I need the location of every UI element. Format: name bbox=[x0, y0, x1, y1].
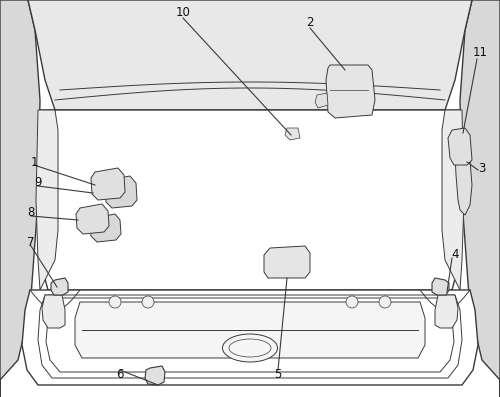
Polygon shape bbox=[38, 110, 462, 290]
Polygon shape bbox=[448, 128, 472, 165]
Polygon shape bbox=[75, 302, 425, 358]
Polygon shape bbox=[315, 93, 328, 108]
Text: 8: 8 bbox=[28, 206, 34, 218]
Polygon shape bbox=[51, 278, 68, 295]
Polygon shape bbox=[264, 246, 310, 278]
Circle shape bbox=[142, 296, 154, 308]
Polygon shape bbox=[76, 204, 109, 234]
Polygon shape bbox=[90, 214, 121, 242]
Polygon shape bbox=[285, 128, 300, 140]
Polygon shape bbox=[0, 0, 40, 397]
Polygon shape bbox=[105, 176, 137, 208]
Polygon shape bbox=[145, 366, 165, 385]
Polygon shape bbox=[442, 110, 464, 290]
Text: 1: 1 bbox=[30, 156, 38, 168]
Polygon shape bbox=[22, 290, 478, 385]
Polygon shape bbox=[42, 295, 65, 328]
Polygon shape bbox=[460, 0, 500, 397]
Text: 11: 11 bbox=[472, 46, 488, 58]
Text: 3: 3 bbox=[478, 162, 486, 175]
Ellipse shape bbox=[222, 334, 278, 362]
Text: 10: 10 bbox=[176, 6, 190, 19]
Polygon shape bbox=[432, 278, 449, 295]
Circle shape bbox=[379, 296, 391, 308]
Polygon shape bbox=[326, 65, 375, 118]
Polygon shape bbox=[455, 155, 472, 215]
Text: 6: 6 bbox=[116, 368, 124, 382]
Circle shape bbox=[346, 296, 358, 308]
Text: 9: 9 bbox=[34, 175, 42, 189]
Polygon shape bbox=[91, 168, 125, 200]
Circle shape bbox=[109, 296, 121, 308]
Text: 5: 5 bbox=[274, 368, 281, 382]
Polygon shape bbox=[36, 110, 58, 290]
Text: 2: 2 bbox=[306, 15, 314, 29]
Polygon shape bbox=[435, 295, 458, 328]
Text: 4: 4 bbox=[451, 247, 459, 260]
Text: 7: 7 bbox=[27, 235, 35, 249]
Polygon shape bbox=[28, 0, 472, 110]
